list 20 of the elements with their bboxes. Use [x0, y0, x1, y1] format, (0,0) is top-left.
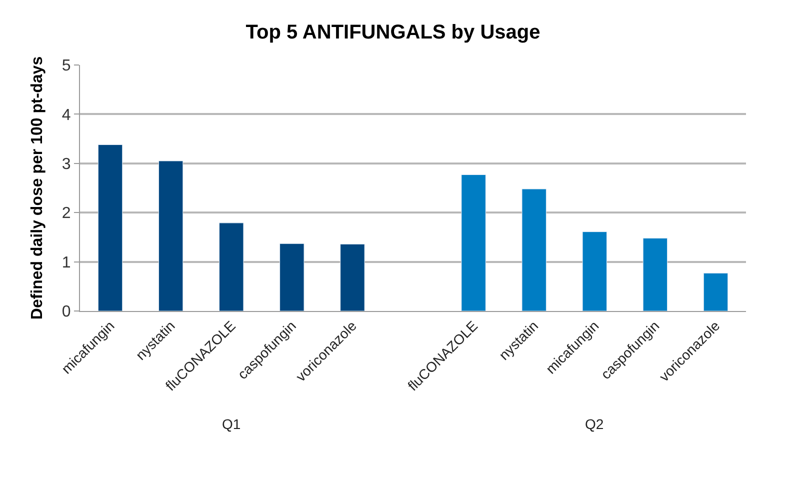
y-tick-label: 0	[62, 304, 71, 321]
bar	[98, 144, 123, 311]
y-axis-title: Defined daily dose per 100 pt-days	[28, 56, 46, 320]
bar	[703, 272, 728, 311]
bar	[219, 222, 244, 311]
chart-title: Top 5 ANTIFUNGALS by Usage	[246, 21, 540, 44]
y-tick-label: 5	[62, 58, 71, 75]
text: Q2	[585, 416, 604, 432]
y-tick-label: 3	[62, 156, 71, 173]
y-tick-label: 4	[62, 106, 71, 124]
bar	[461, 174, 486, 311]
bar	[642, 238, 668, 311]
y-tick-label: 2	[62, 205, 71, 222]
bar	[158, 160, 184, 311]
text: Q1	[222, 416, 241, 432]
bar	[280, 243, 304, 311]
bar	[582, 232, 607, 311]
y-tick-label: 1	[62, 254, 71, 272]
bar	[522, 188, 546, 311]
bar	[340, 244, 365, 311]
